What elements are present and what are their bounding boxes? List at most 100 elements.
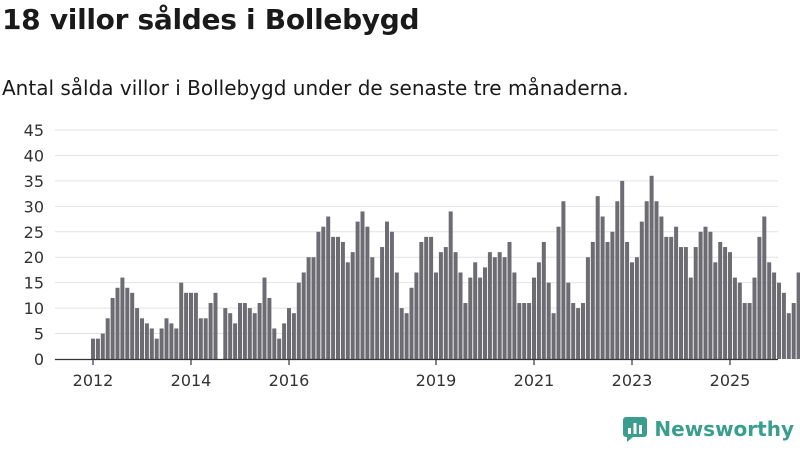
x-tick-label: 2025 xyxy=(710,371,751,390)
bar xyxy=(625,241,630,359)
bar xyxy=(781,292,786,359)
bar xyxy=(419,241,424,359)
bar xyxy=(561,201,566,359)
bar xyxy=(184,292,189,359)
bar xyxy=(522,303,527,359)
bar xyxy=(149,328,154,359)
bar xyxy=(429,236,434,359)
bar xyxy=(693,247,698,359)
bar xyxy=(272,328,277,359)
bar xyxy=(571,303,576,359)
bar xyxy=(468,277,473,359)
x-tick-label: 2016 xyxy=(269,371,310,390)
bar xyxy=(639,221,644,359)
bar xyxy=(120,277,125,359)
x-tick-label: 2014 xyxy=(171,371,212,390)
bar xyxy=(375,277,380,359)
bar xyxy=(389,231,394,359)
bar xyxy=(630,262,634,359)
bar xyxy=(713,262,718,359)
bar xyxy=(331,236,336,359)
bar xyxy=(747,303,752,359)
chart-subtitle: Antal sålda villor i Bollebygd under de … xyxy=(2,76,629,100)
bar xyxy=(91,338,95,359)
bar xyxy=(512,272,517,359)
x-axis-ticks: 2012 2014 2016 2019 2021 2023 2025 xyxy=(73,359,751,390)
bar xyxy=(311,257,316,359)
bar xyxy=(502,257,507,359)
bar xyxy=(414,272,419,359)
bar xyxy=(287,308,291,359)
bar xyxy=(198,318,203,359)
bar xyxy=(659,216,664,359)
bar xyxy=(399,308,404,359)
bar xyxy=(179,282,184,359)
bar xyxy=(541,241,546,359)
bar xyxy=(551,313,556,359)
bar xyxy=(321,226,326,359)
x-tick-label: 2023 xyxy=(612,371,653,390)
bar xyxy=(497,252,502,359)
bar xyxy=(556,226,561,359)
x-tick-label: 2019 xyxy=(416,371,457,390)
bar xyxy=(125,287,130,359)
bar xyxy=(605,241,610,359)
bar xyxy=(669,236,674,359)
bar xyxy=(683,247,688,359)
bar xyxy=(615,201,620,359)
bar xyxy=(786,313,791,359)
bar xyxy=(600,216,605,359)
x-tick-label: 2021 xyxy=(514,371,555,390)
y-tick-label: 20 xyxy=(24,248,44,267)
bar xyxy=(213,292,218,359)
bar xyxy=(536,262,541,359)
bar xyxy=(742,303,747,359)
bar xyxy=(767,262,772,359)
bar xyxy=(723,247,728,359)
bar xyxy=(620,180,625,359)
bar xyxy=(703,226,708,359)
bar xyxy=(674,226,679,359)
bar xyxy=(634,257,639,359)
bars xyxy=(91,175,800,359)
bar xyxy=(370,257,375,359)
bar xyxy=(546,282,551,359)
bar xyxy=(394,272,399,359)
bar xyxy=(110,297,115,359)
bar xyxy=(242,303,247,359)
bar xyxy=(144,323,149,359)
bar xyxy=(566,282,571,359)
bar xyxy=(590,241,595,359)
bar xyxy=(424,236,429,359)
bar xyxy=(233,323,238,359)
bar xyxy=(228,313,233,359)
newsworthy-logo-icon xyxy=(623,417,648,442)
bar xyxy=(728,252,732,359)
bar xyxy=(326,216,331,359)
y-tick-label: 45 xyxy=(24,121,44,140)
y-axis-ticks: 0 5 10 15 20 25 30 35 40 45 xyxy=(24,121,44,369)
bar xyxy=(159,328,164,359)
y-tick-label: 25 xyxy=(24,223,44,242)
bar xyxy=(282,323,287,359)
bar xyxy=(473,262,478,359)
bar xyxy=(796,272,800,359)
bar xyxy=(301,272,306,359)
bar xyxy=(585,257,590,359)
bar xyxy=(95,338,100,359)
bar xyxy=(772,272,777,359)
bar xyxy=(679,247,683,359)
bar xyxy=(130,292,135,359)
brand: Newsworthy xyxy=(622,416,794,442)
bar xyxy=(252,313,257,359)
bar xyxy=(174,328,179,359)
bar xyxy=(595,196,600,359)
bar xyxy=(448,211,453,359)
bar xyxy=(644,201,649,359)
y-tick-label: 5 xyxy=(34,325,44,344)
brand-name: Newsworthy xyxy=(654,417,794,441)
bar xyxy=(105,318,110,359)
bar xyxy=(453,252,458,359)
bar xyxy=(336,236,340,359)
